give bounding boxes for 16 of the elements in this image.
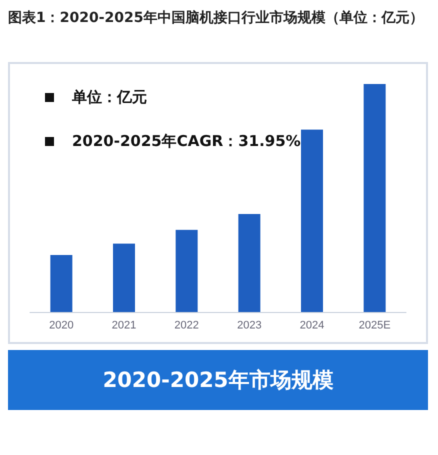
bar [176,230,198,312]
bar [113,244,135,312]
bar [238,214,260,312]
x-tick-label: 2021 [112,320,136,332]
bar [301,130,323,312]
x-tick-label: 2020 [49,320,74,332]
x-tick-label: 2022 [174,320,199,332]
x-tick-label: 2023 [237,320,262,332]
x-tick-label: 2024 [300,320,324,332]
annotation: 2020-2025年CAGR：31.95% [72,132,301,151]
bar [364,84,386,312]
annotation: 单位：亿元 [72,88,147,107]
x-tick-label: 2025E [358,320,391,332]
x-axis-title: 2020-2025年市场规模 [8,350,428,410]
chart-title: 图表1：2020-2025年中国脑机接口行业市场规模（单位：亿元） [8,8,424,28]
bar [50,255,72,312]
